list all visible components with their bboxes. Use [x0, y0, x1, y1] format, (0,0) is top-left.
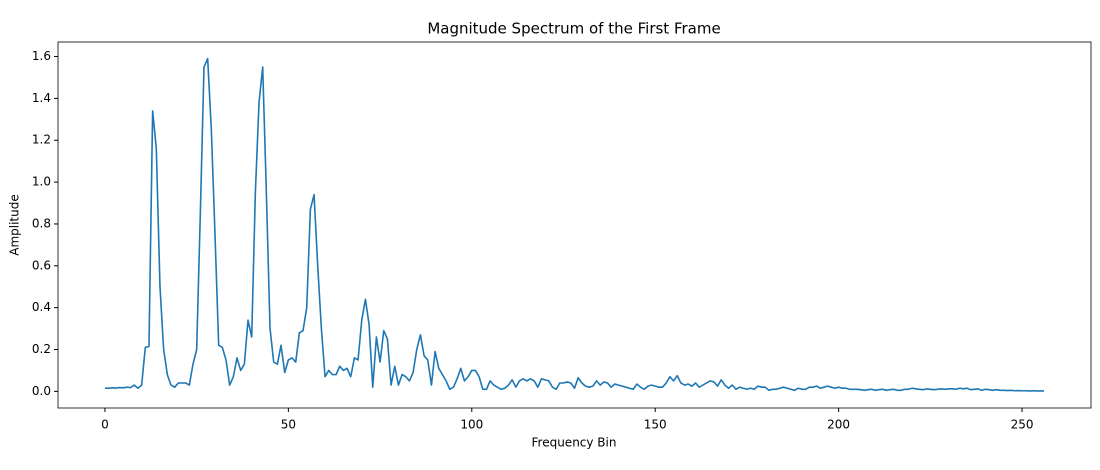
y-tick-label: 0.8 [32, 216, 51, 230]
y-tick-label: 0.2 [32, 342, 51, 356]
x-tick-label: 150 [644, 418, 667, 432]
chart-title: Magnitude Spectrum of the First Frame [427, 20, 720, 38]
x-tick-label: 100 [460, 418, 483, 432]
y-tick-label: 1.2 [32, 133, 51, 147]
plot-frame [57, 41, 1092, 409]
y-axis-label: Amplitude [8, 194, 22, 256]
x-axis-label: Frequency Bin [532, 436, 617, 450]
y-tick-label: 0.6 [32, 258, 51, 272]
x-tick-label: 0 [101, 418, 109, 432]
y-tick-label: 1.6 [32, 49, 51, 63]
x-tick-label: 250 [1011, 418, 1034, 432]
x-tick-label: 50 [281, 418, 296, 432]
x-tick-label: 200 [827, 418, 850, 432]
line-series [104, 57, 1045, 392]
y-tick-label: 0.4 [32, 300, 51, 314]
y-tick-label: 1.4 [32, 91, 51, 105]
y-tick-label: 0.0 [32, 384, 51, 398]
y-tick-label: 1.0 [32, 175, 51, 189]
